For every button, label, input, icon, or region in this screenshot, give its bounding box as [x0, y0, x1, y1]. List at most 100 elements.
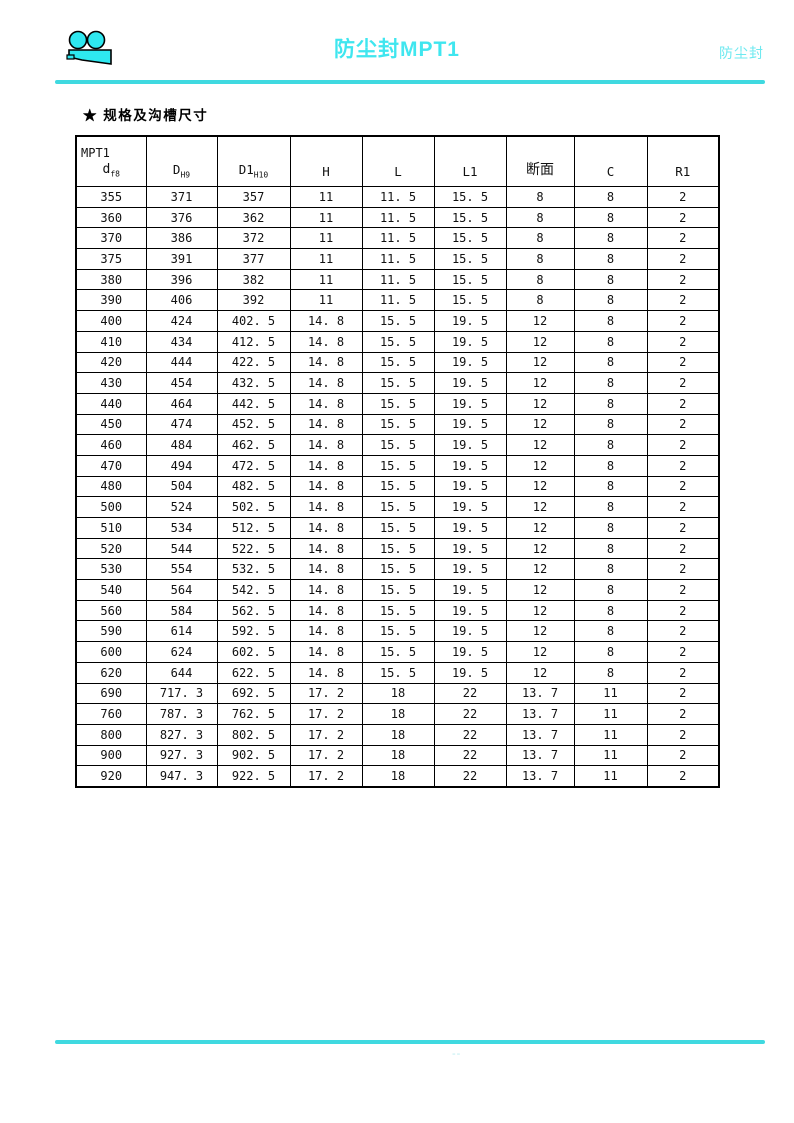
table-cell: 927. 3 — [145, 744, 218, 767]
table-cell: 2 — [646, 682, 720, 705]
table-cell: 762. 5 — [216, 703, 291, 725]
table-cell: 584 — [145, 599, 218, 622]
table-cell: 12 — [505, 558, 575, 581]
table-cell: 386 — [145, 227, 218, 250]
table-cell: 12 — [505, 641, 575, 663]
table-row: 920 947. 3 922. 5 17. 2 18 22 13. 7 11 2 — [75, 765, 720, 788]
table-cell: 362 — [216, 206, 291, 229]
table-cell: 15. 5 — [361, 475, 435, 498]
table-cell: 18 — [361, 682, 435, 705]
table-cell: 452. 5 — [216, 413, 291, 436]
table-cell: 420 — [75, 351, 147, 374]
table-cell: 8 — [505, 206, 575, 229]
table-cell: 11 — [573, 723, 648, 746]
table-cell: 13. 7 — [505, 723, 575, 746]
table-cell: 484 — [145, 434, 218, 456]
table-cell: 371 — [145, 186, 218, 208]
table-cell: 15. 5 — [361, 517, 435, 539]
table-cell: 19. 5 — [433, 454, 507, 477]
table-cell: 520 — [75, 537, 147, 560]
header-divider — [55, 80, 765, 84]
table-cell: 14. 8 — [289, 517, 363, 539]
table-row: 460 484 462. 5 14. 8 15. 5 19. 5 12 8 2 — [75, 434, 720, 456]
table-cell: 2 — [646, 227, 720, 250]
table-cell: 12 — [505, 351, 575, 374]
page-title: 防尘封MPT1 — [333, 38, 460, 61]
table-cell: 2 — [646, 537, 720, 560]
table-cell: 614 — [145, 620, 218, 643]
table-cell: 434 — [145, 330, 218, 353]
table-cell: 19. 5 — [433, 372, 507, 394]
table-cell: 14. 8 — [289, 351, 363, 374]
table-row: 440 464 442. 5 14. 8 15. 5 19. 5 12 8 2 — [75, 392, 720, 415]
table-cell: 11 — [289, 206, 363, 229]
table-cell: 14. 8 — [289, 496, 363, 518]
table-cell: 406 — [145, 289, 218, 312]
table-cell: 12 — [505, 392, 575, 415]
table-cell: 14. 8 — [289, 434, 363, 456]
col-header-C: C — [573, 135, 648, 187]
table-cell: 2 — [646, 248, 720, 270]
table-body: 355 371 357 11 11. 5 15. 5 8 8 2 360 376 362 11 11. 5… — [75, 186, 720, 788]
col-header-section: 断面 — [505, 135, 575, 187]
col-header-L: L — [361, 135, 435, 187]
table-cell: 12 — [505, 310, 575, 332]
table-cell: 8 — [573, 661, 648, 684]
table-cell: 11 — [573, 682, 648, 705]
table-cell: 2 — [646, 206, 720, 229]
table-cell: 11. 5 — [361, 248, 435, 270]
table-cell: 8 — [573, 579, 648, 601]
table-cell: 402. 5 — [216, 310, 291, 332]
table-cell: 8 — [573, 413, 648, 436]
table-cell: 2 — [646, 517, 720, 539]
table-cell: 15. 5 — [361, 641, 435, 663]
table-cell: 15. 5 — [433, 289, 507, 312]
table-row: 520 544 522. 5 14. 8 15. 5 19. 5 12 8 2 — [75, 537, 720, 560]
table-cell: 760 — [75, 703, 147, 725]
table-cell: 827. 3 — [145, 723, 218, 746]
table-cell: 8 — [573, 434, 648, 456]
table-cell: 12 — [505, 517, 575, 539]
table-cell: 382 — [216, 268, 291, 291]
table-cell: 482. 5 — [216, 475, 291, 498]
page-number: -- — [452, 1048, 462, 1060]
table-cell: 2 — [646, 703, 720, 725]
table-cell: 17. 2 — [289, 682, 363, 705]
table-cell: 11 — [573, 703, 648, 725]
table-cell: 391 — [145, 248, 218, 270]
table-cell: 2 — [646, 496, 720, 518]
table-cell: 15. 5 — [361, 496, 435, 518]
table-cell: 12 — [505, 454, 575, 477]
table-cell: 13. 7 — [505, 765, 575, 788]
table-cell: 2 — [646, 641, 720, 663]
table-cell: 390 — [75, 289, 147, 312]
table-cell: 14. 8 — [289, 372, 363, 394]
table-cell: 422. 5 — [216, 351, 291, 374]
table-cell: 14. 8 — [289, 641, 363, 663]
table-cell: 8 — [573, 517, 648, 539]
table-cell: 8 — [505, 186, 575, 208]
table-cell: 19. 5 — [433, 517, 507, 539]
table-cell: 14. 8 — [289, 558, 363, 581]
table-cell: 19. 5 — [433, 413, 507, 436]
table-cell: 17. 2 — [289, 765, 363, 788]
col-header-L1: L1 — [433, 135, 507, 187]
table-cell: 19. 5 — [433, 351, 507, 374]
table-cell: 560 — [75, 599, 147, 622]
table-cell: 372 — [216, 227, 291, 250]
table-cell: 19. 5 — [433, 537, 507, 560]
table-cell: 12 — [505, 599, 575, 622]
table-row: 500 524 502. 5 14. 8 15. 5 19. 5 12 8 2 — [75, 496, 720, 518]
table-cell: 13. 7 — [505, 682, 575, 705]
table-cell: 11 — [289, 186, 363, 208]
table-cell: 380 — [75, 268, 147, 291]
table-cell: 2 — [646, 765, 720, 788]
table-cell: 2 — [646, 330, 720, 353]
table-cell: 15. 5 — [361, 599, 435, 622]
table-cell: 544 — [145, 537, 218, 560]
table-cell: 377 — [216, 248, 291, 270]
col-header-D: DH9 — [145, 135, 218, 187]
table-cell: 787. 3 — [145, 703, 218, 725]
